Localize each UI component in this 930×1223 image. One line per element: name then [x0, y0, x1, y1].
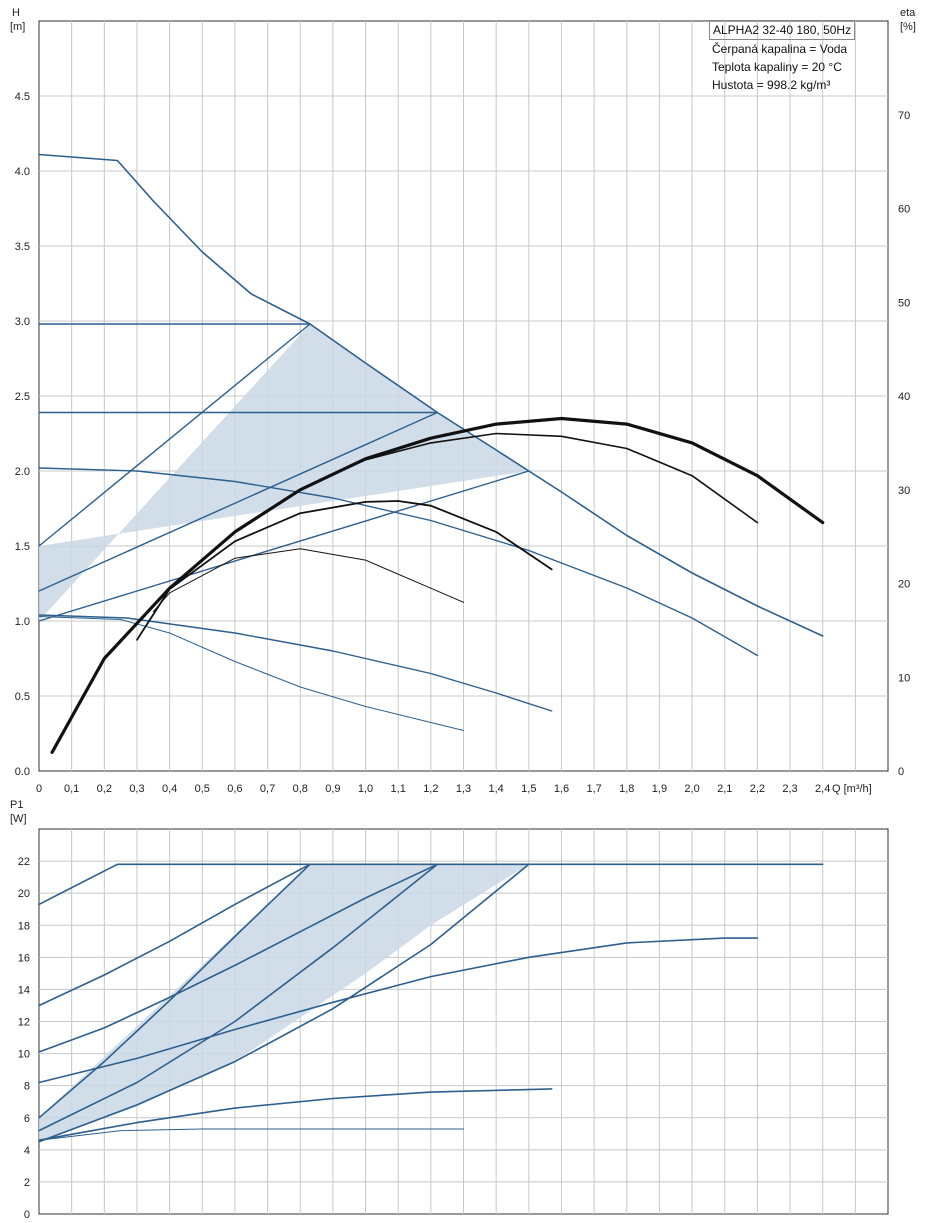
head-curve-3 — [38, 323, 311, 547]
x-tick-label: 0,9 — [325, 783, 340, 795]
x-tick-label: 2,3 — [782, 783, 797, 795]
y2-tick-label-eta: 30 — [898, 485, 910, 497]
power-curve-0 — [38, 863, 824, 906]
x-tick-label: 1,8 — [619, 783, 634, 795]
power-curve-3 — [38, 863, 311, 1119]
y2-axis-unit-eta: [%] — [900, 21, 916, 33]
power-curve-7 — [38, 1088, 553, 1141]
x-tick-label: 2,2 — [750, 783, 765, 795]
pump-info-box: ALPHA2 32-40 180, 50Hz Čerpaná kapalina … — [709, 20, 882, 94]
y-tick-label-power: 22 — [18, 856, 30, 868]
x-tick-label: 0,3 — [129, 783, 144, 795]
y-tick-label-head: 0.0 — [15, 766, 30, 778]
y-tick-label-power: 4 — [24, 1145, 30, 1157]
y2-tick-label-eta: 10 — [898, 672, 910, 684]
x-tick-label: 0,8 — [293, 783, 308, 795]
x-tick-label: 0 — [36, 783, 42, 795]
y-tick-label-power: 8 — [24, 1081, 30, 1093]
y-tick-label-head: 1.0 — [15, 616, 30, 628]
y2-tick-label-eta: 60 — [898, 204, 910, 216]
power-curve-4 — [38, 863, 439, 1132]
power-curve-5 — [38, 863, 530, 1143]
y-tick-label-power: 6 — [24, 1113, 30, 1125]
x-axis-label: Q [m³/h] — [832, 783, 872, 795]
x-tick-label: 1,5 — [521, 783, 536, 795]
head-curve-7 — [38, 614, 553, 712]
y-tick-label-head: 1.5 — [15, 541, 30, 553]
efficiency-curve-10 — [51, 432, 759, 754]
efficiency-curve-12 — [152, 548, 464, 613]
x-tick-label: 0,4 — [162, 783, 177, 795]
y-tick-label-head: 2.5 — [15, 391, 30, 403]
head-curve-8 — [38, 616, 464, 731]
y2-tick-label-eta: 20 — [898, 579, 910, 591]
y-tick-label-power: 0 — [24, 1209, 30, 1221]
y-tick-label-power: 10 — [18, 1049, 30, 1061]
x-tick-label: 0,1 — [64, 783, 79, 795]
head-curve-6 — [38, 467, 759, 657]
x-tick-label: 0,6 — [227, 783, 242, 795]
y-tick-label-power: 16 — [18, 952, 30, 964]
y-axis-label-power: P1 — [10, 799, 23, 811]
y-axis-unit-head: [m] — [10, 21, 25, 33]
info-line-liquid: Čerpaná kapalina = Voda — [712, 42, 848, 56]
y-axis-label-head: H — [12, 7, 20, 19]
y-tick-label-power: 2 — [24, 1177, 30, 1189]
head-efficiency-plot: 0 0,1 0,2 0,3 0,4 0,5 0,6 0,7 0,8 0,9 1,0 1,1 1,2 1,3… — [15, 20, 910, 795]
y-tick-label-head: 2.0 — [15, 466, 30, 478]
power-curve-1 — [38, 863, 311, 1007]
y2-tick-label-eta: 70 — [898, 110, 910, 122]
y-tick-label-power: 14 — [18, 984, 30, 996]
y-tick-label-head: 0.5 — [15, 691, 30, 703]
x-tick-label: 0,7 — [260, 783, 275, 795]
info-line-temperature: Teplota kapaliny = 20 °C — [712, 60, 842, 74]
x-tick-label: 0,2 — [97, 783, 112, 795]
operating-range-area-power — [39, 864, 529, 1142]
x-tick-label: 1,4 — [489, 783, 504, 795]
x-tick-label: 1,9 — [652, 783, 667, 795]
x-tick-label: 0,5 — [195, 783, 210, 795]
y-axis-unit-power: [W] — [10, 813, 27, 825]
y-tick-label-power: 12 — [18, 1017, 30, 1029]
power-curve-8 — [38, 1128, 464, 1141]
x-tick-label: 1,3 — [456, 783, 471, 795]
y-tick-label-power: 20 — [18, 888, 30, 900]
operating-range-area — [39, 324, 529, 621]
pump-model-title: ALPHA2 32-40 180, 50Hz — [709, 20, 856, 40]
x-tick-label: 1,1 — [391, 783, 406, 795]
x-tick-label: 1,7 — [586, 783, 601, 795]
y-tick-label-head: 4.5 — [15, 91, 30, 103]
x-tick-label: 2,4 — [815, 783, 830, 795]
x-tick-label: 2,1 — [717, 783, 732, 795]
x-tick-label: 2,0 — [684, 783, 699, 795]
head-curve-4 — [38, 411, 439, 592]
power-plot: 0 2 4 6 8 10 12 14 16 18 20 22 — [18, 828, 889, 1221]
y2-axis-label-eta: eta — [900, 7, 916, 19]
power-curve-6 — [38, 937, 759, 1084]
power-curve-2 — [38, 863, 439, 1053]
y-tick-label-head: 4.0 — [15, 166, 30, 178]
y-tick-label-head: 3.5 — [15, 241, 30, 253]
y-tick-label-power: 18 — [18, 920, 30, 932]
y2-tick-label-eta: 50 — [898, 297, 910, 309]
y-tick-label-head: 3.0 — [15, 316, 30, 328]
info-line-density: Hustota = 998.2 kg/m³ — [712, 78, 831, 92]
efficiency-curve-11 — [136, 500, 553, 641]
y2-tick-label-eta: 40 — [898, 391, 910, 403]
head-curve-5 — [38, 470, 530, 622]
x-tick-label: 1,0 — [358, 783, 373, 795]
y2-tick-label-eta: 0 — [898, 766, 904, 778]
x-tick-label: 1,6 — [554, 783, 569, 795]
x-tick-label: 1,2 — [423, 783, 438, 795]
